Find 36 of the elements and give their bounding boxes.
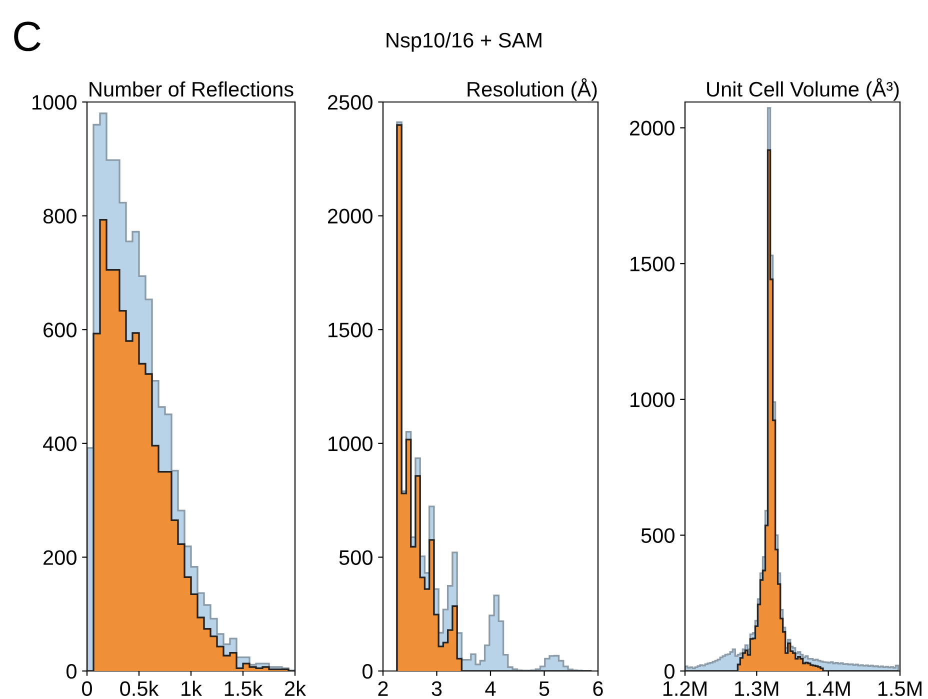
x-tick-label: 0.5k — [120, 680, 159, 696]
x-tick-label: 2 — [378, 681, 388, 696]
y-tick-label: 0 — [362, 664, 372, 679]
y-tick-label: 1500 — [630, 256, 674, 272]
x-tick-label: 1.4M — [806, 681, 850, 696]
x-tick-label: 5 — [539, 681, 550, 696]
y-tick-label: 0 — [664, 664, 674, 679]
y-tick-label: 2000 — [630, 120, 674, 136]
text: Nsp10/16 + SAM — [386, 32, 542, 52]
chart-title: Number of Reflections — [90, 81, 294, 97]
y-tick-label: 0 — [66, 664, 76, 679]
y-tick-label: 500 — [641, 528, 674, 543]
y-tick-label: 1000 — [328, 436, 372, 452]
x-tick-label: 1.2M — [663, 681, 706, 696]
x-tick-label: 1.5M — [878, 681, 922, 696]
y-tick-label: 1000 — [32, 95, 76, 110]
x-tick-label: 1.5k — [224, 680, 263, 696]
y-tick-label: 2000 — [328, 208, 372, 224]
x-tick-label: 1k — [182, 680, 202, 696]
x-tick-label: 4 — [485, 681, 496, 696]
y-tick-label: 2500 — [328, 95, 372, 110]
y-tick-label: 500 — [339, 550, 372, 565]
chart-title: Unit Cell Volume (Å³) — [707, 78, 899, 101]
y-tick-label: 1500 — [328, 322, 372, 338]
y-tick-label: 800 — [43, 208, 76, 224]
x-tick-label: 2k — [285, 680, 306, 696]
x-tick-label: 1.3M — [735, 681, 778, 696]
x-tick-label: 6 — [593, 681, 603, 696]
chart-title: Resolution (Å) — [468, 78, 597, 101]
y-tick-label: 1000 — [630, 392, 674, 408]
y-tick-label: 600 — [44, 322, 76, 338]
x-tick-label: 0 — [82, 681, 92, 696]
x-tick-label: 3 — [432, 681, 442, 696]
text: C — [14, 22, 41, 52]
y-tick-label: 200 — [44, 550, 76, 565]
y-tick-label: 400 — [43, 436, 76, 452]
